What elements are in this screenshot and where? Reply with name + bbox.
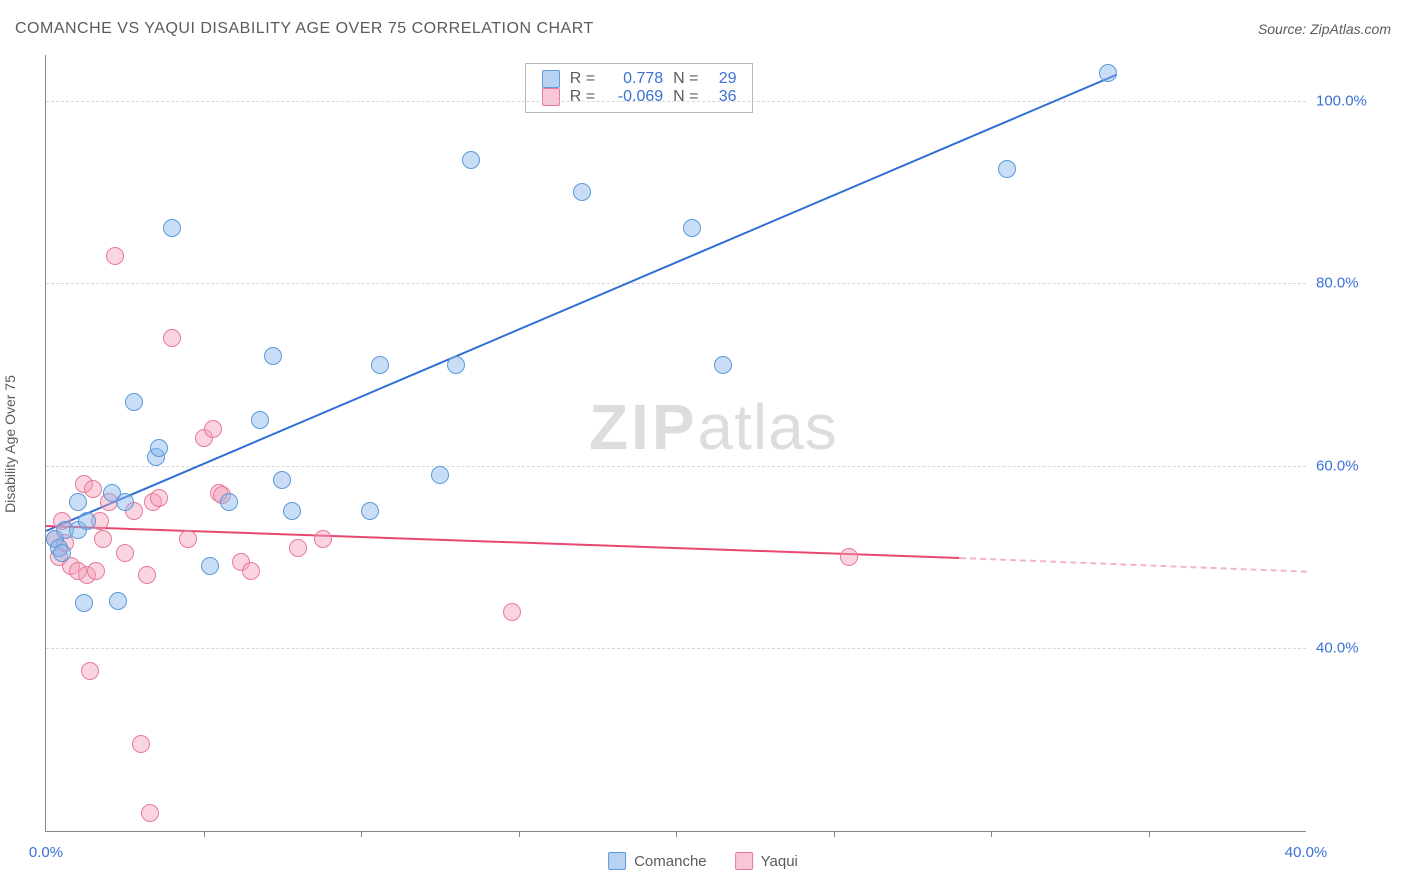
data-point: [289, 539, 307, 557]
data-point: [106, 247, 124, 265]
data-point: [163, 219, 181, 237]
legend-row-comanche: R = 0.778 N = 29: [542, 70, 737, 88]
x-tick-mark: [676, 831, 677, 837]
swatch-yaqui-icon: [542, 88, 560, 106]
gridline: [46, 283, 1306, 284]
data-point: [132, 735, 150, 753]
data-point: [573, 183, 591, 201]
data-point: [1099, 64, 1117, 82]
data-point: [163, 329, 181, 347]
data-point: [273, 471, 291, 489]
data-point: [116, 493, 134, 511]
x-tick-label: 0.0%: [29, 844, 63, 861]
x-tick-mark: [991, 831, 992, 837]
data-point: [125, 393, 143, 411]
data-point: [220, 493, 238, 511]
data-point: [683, 219, 701, 237]
data-point: [81, 662, 99, 680]
data-point: [361, 502, 379, 520]
x-tick-mark: [1149, 831, 1150, 837]
x-tick-mark: [519, 831, 520, 837]
y-tick-label: 80.0%: [1316, 275, 1386, 292]
series-legend: Comanche Yaqui: [608, 852, 798, 870]
y-tick-label: 100.0%: [1316, 92, 1386, 109]
data-point: [371, 356, 389, 374]
data-point: [840, 548, 858, 566]
data-point: [503, 603, 521, 621]
data-point: [109, 592, 127, 610]
x-tick-mark: [834, 831, 835, 837]
data-point: [431, 466, 449, 484]
data-point: [75, 594, 93, 612]
correlation-legend: R = 0.778 N = 29 R = -0.069 N = 36: [525, 63, 754, 113]
regression-line: [959, 557, 1306, 573]
y-tick-label: 60.0%: [1316, 457, 1386, 474]
data-point: [150, 489, 168, 507]
x-tick-mark: [361, 831, 362, 837]
data-point: [314, 530, 332, 548]
data-point: [204, 420, 222, 438]
chart-header: COMANCHE VS YAQUI DISABILITY AGE OVER 75…: [15, 20, 1391, 38]
watermark: ZIPatlas: [589, 390, 838, 464]
data-point: [78, 512, 96, 530]
gridline: [46, 466, 1306, 467]
legend-item-yaqui: Yaqui: [735, 852, 798, 870]
data-point: [150, 439, 168, 457]
legend-item-comanche: Comanche: [608, 852, 707, 870]
data-point: [462, 151, 480, 169]
data-point: [53, 544, 71, 562]
data-point: [447, 356, 465, 374]
data-point: [179, 530, 197, 548]
data-point: [84, 480, 102, 498]
source-attribution: Source: ZipAtlas.com: [1258, 21, 1391, 37]
chart-area: ZIPatlas R = 0.778 N = 29 R = -0.069 N =…: [45, 55, 1306, 832]
gridline: [46, 101, 1306, 102]
data-point: [141, 804, 159, 822]
data-point: [87, 562, 105, 580]
data-point: [714, 356, 732, 374]
data-point: [242, 562, 260, 580]
data-point: [94, 530, 112, 548]
data-point: [283, 502, 301, 520]
chart-title: COMANCHE VS YAQUI DISABILITY AGE OVER 75…: [15, 20, 594, 38]
regression-line: [46, 73, 1118, 531]
legend-row-yaqui: R = -0.069 N = 36: [542, 88, 737, 106]
data-point: [116, 544, 134, 562]
data-point: [264, 347, 282, 365]
data-point: [998, 160, 1016, 178]
y-axis-label: Disability Age Over 75: [2, 375, 18, 513]
y-tick-label: 40.0%: [1316, 640, 1386, 657]
x-tick-mark: [204, 831, 205, 837]
scatter-plot: ZIPatlas R = 0.778 N = 29 R = -0.069 N =…: [45, 55, 1306, 832]
gridline: [46, 648, 1306, 649]
data-point: [138, 566, 156, 584]
swatch-comanche-icon: [608, 852, 626, 870]
swatch-yaqui-icon: [735, 852, 753, 870]
x-tick-label: 40.0%: [1285, 844, 1328, 861]
data-point: [69, 493, 87, 511]
swatch-comanche-icon: [542, 70, 560, 88]
data-point: [201, 557, 219, 575]
data-point: [251, 411, 269, 429]
